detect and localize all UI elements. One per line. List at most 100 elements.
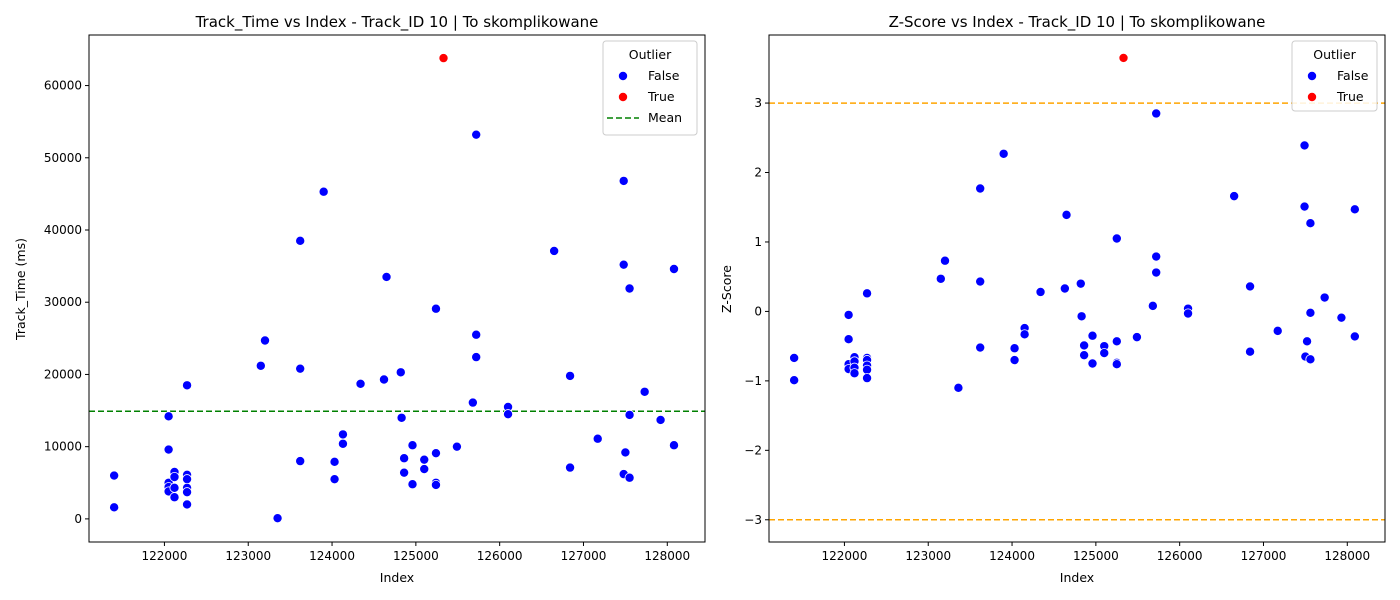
data-point (1111, 336, 1122, 347)
legend-label: True (647, 89, 675, 104)
data-point (163, 444, 174, 455)
y-tick-label: 0 (754, 304, 762, 318)
data-point (396, 412, 407, 423)
data-point (1099, 348, 1110, 359)
data-point (998, 148, 1009, 159)
data-point (953, 382, 964, 393)
x-tick-label: 126000 (1157, 549, 1203, 563)
chart-title: Z-Score vs Index - Track_ID 10 | To skom… (889, 13, 1266, 32)
x-tick-label: 128000 (1324, 549, 1370, 563)
data-point (1019, 329, 1030, 340)
y-axis-label: Track_Time (ms) (13, 238, 28, 341)
data-point (565, 370, 576, 381)
data-point (1336, 312, 1347, 323)
data-point (789, 375, 800, 386)
data-point (668, 440, 679, 451)
y-tick-label: −2 (744, 443, 762, 457)
data-point (407, 479, 418, 490)
data-point (1305, 354, 1316, 365)
y-axis-label: Z-Score (719, 265, 734, 313)
outlier-point (1118, 52, 1129, 63)
data-point (565, 462, 576, 473)
data-point (471, 352, 482, 363)
data-point (668, 263, 679, 274)
data-point (940, 255, 951, 266)
data-point (329, 474, 340, 485)
data-point (337, 438, 348, 449)
y-tick-label: 10000 (44, 440, 82, 454)
data-point (1245, 346, 1256, 357)
y-tick-label: 40000 (44, 223, 82, 237)
legend-label: True (1336, 89, 1364, 104)
data-point (259, 335, 270, 346)
data-point (1319, 292, 1330, 303)
legend-marker (618, 92, 629, 103)
data-point (295, 363, 306, 374)
data-point (862, 364, 873, 375)
data-point (1009, 343, 1020, 354)
data-point (419, 464, 430, 475)
data-point (399, 453, 410, 464)
data-point (639, 386, 650, 397)
data-point (355, 378, 366, 389)
data-point (163, 411, 174, 422)
y-tick-label: 3 (754, 96, 762, 110)
data-point (549, 245, 560, 256)
data-point (843, 309, 854, 320)
data-point (169, 471, 180, 482)
legend-label: False (1337, 68, 1369, 83)
x-tick-label: 122000 (142, 549, 188, 563)
data-point (935, 273, 946, 284)
data-point (430, 479, 441, 490)
axes-frame (88, 34, 706, 543)
x-tick-label: 128000 (644, 549, 690, 563)
data-point (503, 409, 514, 420)
data-point (624, 472, 635, 483)
x-tick-label: 127000 (1241, 549, 1287, 563)
legend-marker (618, 71, 629, 82)
data-point (467, 397, 478, 408)
data-point (789, 352, 800, 363)
x-tick-label: 123000 (905, 549, 951, 563)
data-point (430, 303, 441, 314)
data-point (471, 329, 482, 340)
data-point (655, 414, 666, 425)
data-point (471, 129, 482, 140)
data-point (430, 448, 441, 459)
data-point (1151, 267, 1162, 278)
track-time-chart: Track_Time vs Index - Track_ID 10 | To s… (13, 13, 706, 585)
data-point (169, 482, 180, 493)
data-point (1245, 281, 1256, 292)
data-point (1059, 283, 1070, 294)
data-point (109, 502, 120, 513)
chart-title: Track_Time vs Index - Track_ID 10 | To s… (195, 13, 599, 32)
data-point (1079, 340, 1090, 351)
data-point (255, 360, 266, 371)
data-point (1035, 286, 1046, 297)
y-tick-label: 2 (754, 166, 762, 180)
y-tick-label: −1 (744, 374, 762, 388)
data-point (337, 429, 348, 440)
data-point (624, 409, 635, 420)
legend-title: Outlier (629, 47, 672, 62)
legend-marker (1307, 92, 1318, 103)
data-point (1147, 300, 1158, 311)
data-point (1299, 140, 1310, 151)
data-point (1272, 325, 1283, 336)
data-point (1305, 307, 1316, 318)
data-point (379, 374, 390, 385)
z-score-chart: Z-Score vs Index - Track_ID 10 | To skom… (719, 13, 1386, 585)
x-tick-label: 127000 (561, 549, 607, 563)
x-tick-label: 123000 (225, 549, 271, 563)
legend: Outlier False True Mean (602, 40, 698, 136)
data-point (975, 342, 986, 353)
data-point (975, 276, 986, 287)
data-point (182, 499, 193, 510)
data-point (975, 183, 986, 194)
data-point (1076, 311, 1087, 322)
data-point (182, 474, 193, 485)
x-tick-label: 124000 (989, 549, 1035, 563)
y-tick-label: 30000 (44, 295, 82, 309)
data-point (182, 487, 193, 498)
